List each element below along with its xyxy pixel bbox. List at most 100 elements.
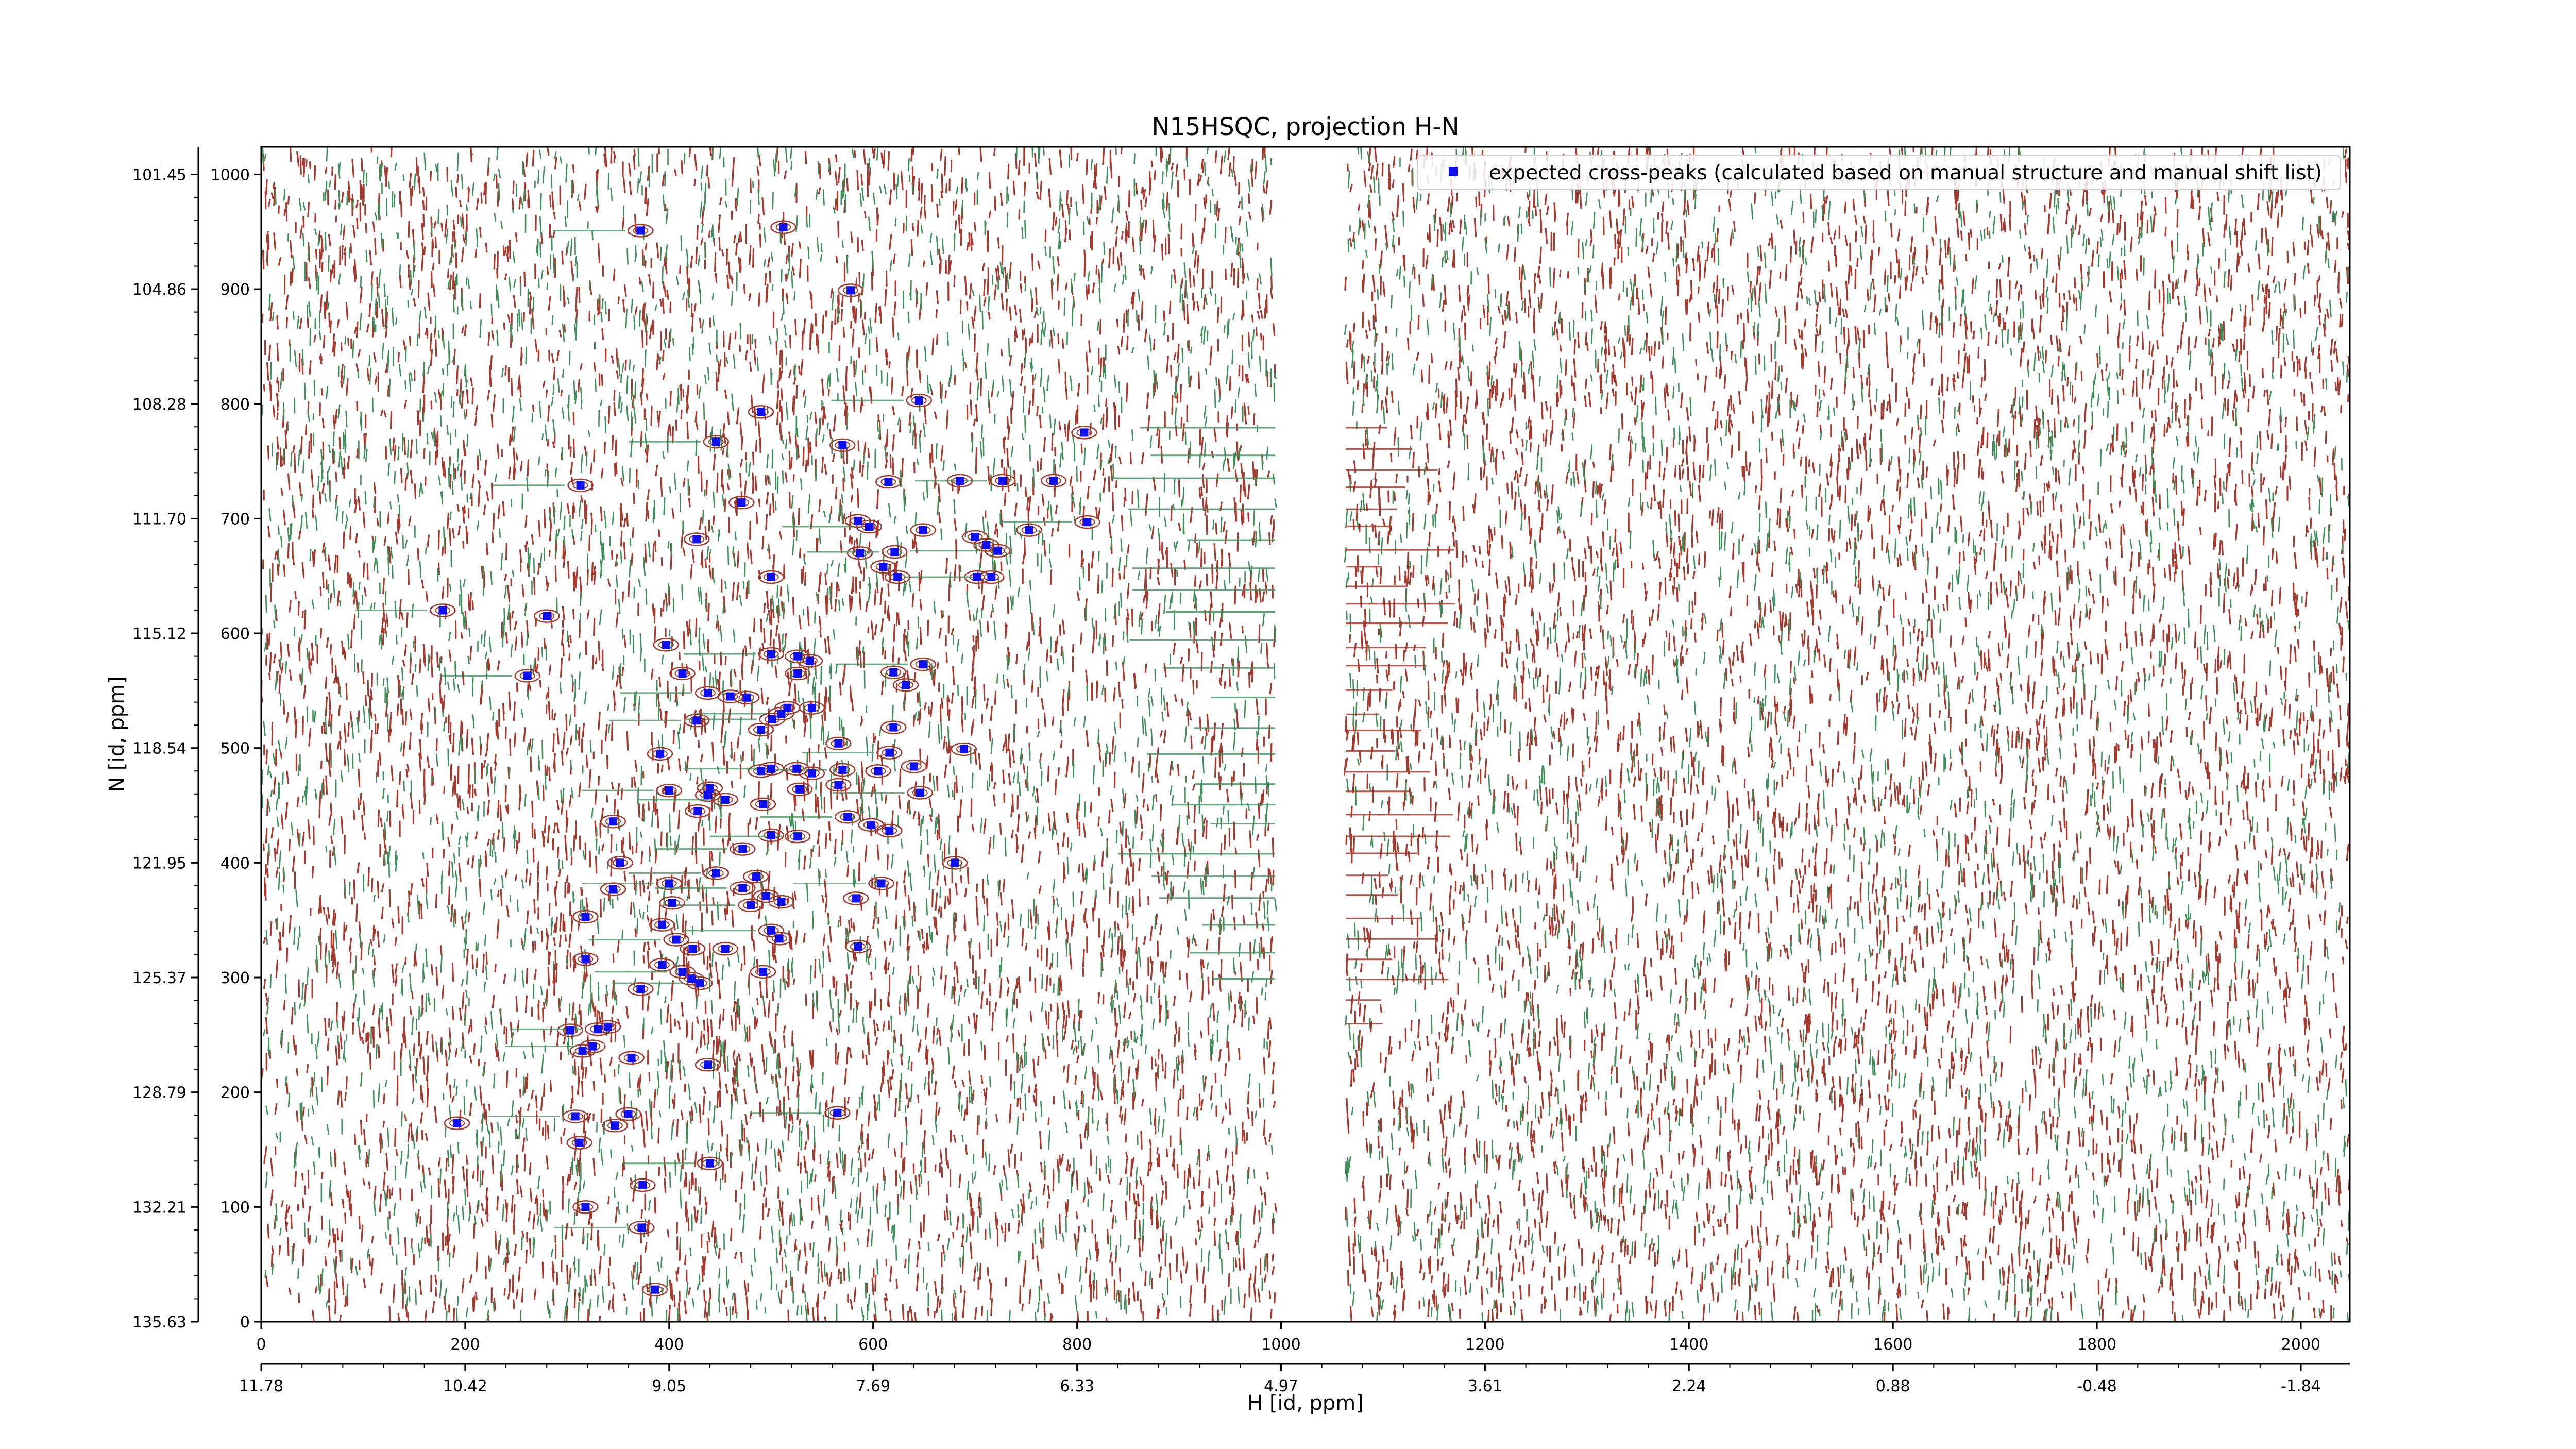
cross-peak-marker [1049,476,1058,485]
chart-title: N15HSQC, projection H-N [1152,113,1460,141]
x-ppm-tick-label: -0.48 [2077,1377,2117,1395]
cross-peak-marker [581,955,590,964]
y-tick-label: 500 [221,740,250,758]
cross-peak-marker [657,961,666,969]
cross-peak-marker [711,869,720,878]
cross-peak-marker [738,884,747,892]
x-tick-label: 1200 [1465,1336,1504,1354]
cross-peak-marker [692,535,701,544]
cross-peak-marker [916,788,924,797]
cross-peak-marker [636,985,645,993]
x-ppm-tick-label: 3.61 [1468,1377,1502,1395]
cross-peak-marker [566,1026,574,1035]
cross-peak-marker [578,1047,587,1055]
cross-peak-marker [608,885,617,894]
cross-peak-marker [747,901,755,909]
legend-marker-icon [1449,167,1458,176]
cross-peak-marker [767,831,775,839]
y-axis-label: N [id, ppm] [105,676,129,793]
cross-peak-marker [721,945,730,953]
cross-peak-marker [879,562,888,571]
cross-peak-marker [767,650,775,659]
y-ppm-tick-label: 108.28 [132,396,187,414]
y-ppm-tick-label: 104.86 [132,281,187,299]
y-ppm-tick-label: 125.37 [132,969,187,987]
cross-peak-marker [604,1022,613,1031]
cross-peak-marker [884,478,893,486]
cross-peak-marker [738,845,747,853]
cross-peak-marker [742,693,751,702]
y-tick-label: 200 [221,1084,250,1102]
cross-peak-marker [807,769,816,778]
cross-peak-marker [909,762,918,771]
cross-peak-marker [721,795,730,804]
cross-peak-marker [854,942,862,951]
cross-peak-marker [651,1285,659,1294]
cross-peak-marker [662,641,670,649]
cross-peak-marker [777,898,786,906]
cross-peak-marker [588,1042,597,1051]
x-tick-label: 1400 [1669,1336,1708,1354]
cross-peak-marker [705,784,714,793]
cross-peak-marker [805,656,814,665]
y-tick-label: 0 [240,1313,250,1332]
peak-contour [831,393,933,408]
cross-peak-marker [627,1053,636,1062]
cross-peak-marker [833,1108,842,1117]
cross-peak-marker [756,726,765,734]
y-ppm-tick-label: 111.70 [132,510,187,528]
y-tick-label: 900 [221,281,250,299]
cross-peak-marker [624,1109,633,1118]
cross-peak-marker [998,476,1007,485]
x-ppm-tick-label: 6.33 [1060,1377,1094,1395]
cross-peak-marker [959,745,968,753]
cross-peak-marker [1083,518,1092,527]
cross-peak-marker [854,516,862,525]
cross-peak-marker [688,945,697,953]
cross-peak-marker [838,766,847,774]
cross-peak-marker [704,688,713,697]
cross-peak-marker [668,899,676,907]
water-ridge-negative-contours [1111,427,1275,980]
cross-peak-marker [665,879,673,888]
cross-peak-marker [687,974,696,983]
contour-layer [261,147,2350,1322]
y-tick-label: 1000 [211,166,250,184]
cross-peak-marker [852,894,860,903]
x-ppm-tick-label: 9.05 [652,1377,686,1395]
cross-peak-marker [889,668,898,677]
x-tick-label: 200 [450,1336,480,1354]
cross-peak-marker [655,749,664,758]
y-tick-label: 700 [221,510,250,528]
cross-peak-marker [843,813,852,821]
x-tick-label: 1800 [2077,1336,2116,1354]
y-ppm-tick-label: 115.12 [132,625,187,643]
cross-peak-marker [756,767,765,776]
legend-label: expected cross-peaks (calculated based o… [1489,161,2322,184]
cross-peak-marker [616,858,624,867]
cross-peak-marker [767,572,775,581]
cross-peak-marker [795,785,804,794]
y-tick-label: 600 [221,625,250,643]
peak-contour [487,1109,588,1123]
cross-peak-marker [987,572,996,581]
cross-peak-marker [889,723,898,732]
y-tick-label: 100 [221,1199,250,1217]
cross-peak-marker [571,1112,580,1121]
cross-peak-marker [885,748,894,757]
cross-peak-markers [438,223,1092,1294]
cross-peak-marker [696,979,704,988]
cross-peak-marker [777,709,786,718]
x-axis-ppm: 11.78 10.42 9.05 7.69 6.33 4.97 3.61 2.24 0.88 -0… [239,1363,2350,1395]
y-tick-label: 400 [221,854,250,872]
cross-peak-marker [877,879,886,888]
y-ppm-tick-label: 132.21 [132,1199,187,1217]
cross-peak-marker [711,437,720,446]
cross-peak-marker [665,786,673,795]
cross-peak-marker [914,396,923,405]
cross-peak-marker [611,1121,619,1130]
cross-peak-marker [752,872,760,881]
x-ppm-tick-label: 7.69 [856,1377,890,1395]
y-ppm-tick-label: 101.45 [132,166,187,184]
